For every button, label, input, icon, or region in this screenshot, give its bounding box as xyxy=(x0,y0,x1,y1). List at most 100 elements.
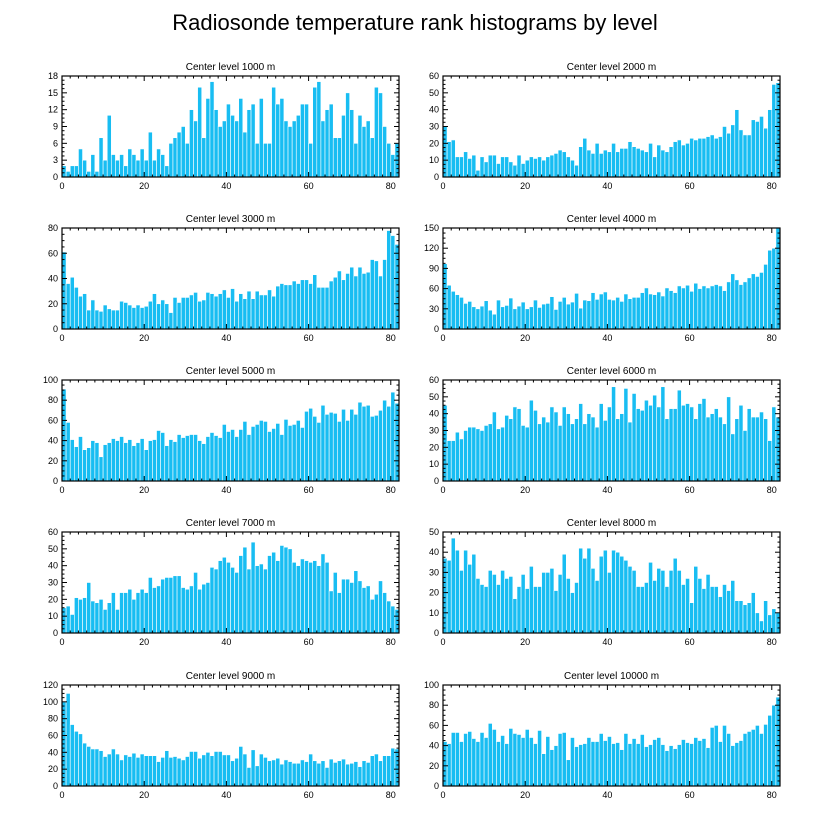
bar xyxy=(242,298,248,330)
bar xyxy=(345,763,350,787)
bar xyxy=(755,612,760,634)
bar xyxy=(586,737,592,787)
bar xyxy=(205,752,211,787)
x-tick-label: 40 xyxy=(221,181,231,191)
bar xyxy=(295,114,301,178)
y-tick-label: 40 xyxy=(48,561,58,571)
bar xyxy=(500,735,505,787)
bar xyxy=(693,737,699,787)
bar xyxy=(254,765,260,787)
bar xyxy=(504,415,510,482)
bar xyxy=(726,132,731,178)
bar xyxy=(258,563,264,634)
x-tick-label: 40 xyxy=(221,485,231,495)
bars xyxy=(61,388,400,482)
bar xyxy=(349,266,355,330)
bar xyxy=(308,143,313,178)
bar xyxy=(189,585,194,634)
y-tick-label: 0 xyxy=(434,628,439,638)
bar xyxy=(246,290,252,330)
bar xyxy=(574,164,579,178)
bar xyxy=(332,413,338,482)
bar xyxy=(746,731,752,787)
y-axis: 0 3 6 9 12 15 18 xyxy=(48,71,399,182)
bar xyxy=(332,137,338,178)
bar xyxy=(69,165,75,178)
bar xyxy=(184,297,190,330)
bar xyxy=(230,429,235,482)
bar xyxy=(341,408,346,482)
bar xyxy=(602,740,608,787)
bar xyxy=(607,736,612,787)
bar xyxy=(611,549,616,634)
panel-title: Center level 8000 m xyxy=(567,518,657,529)
bar xyxy=(106,308,112,330)
bar xyxy=(176,434,182,482)
bar xyxy=(361,405,367,482)
y-tick-label: 80 xyxy=(429,700,439,710)
bar xyxy=(189,434,194,482)
bar xyxy=(644,151,649,178)
y-tick-label: 30 xyxy=(429,426,439,436)
bar xyxy=(565,156,571,178)
bar xyxy=(553,411,559,482)
bar xyxy=(90,440,96,482)
bar xyxy=(139,307,145,330)
bar xyxy=(598,153,604,178)
bar xyxy=(631,570,637,634)
x-tick-label: 60 xyxy=(304,181,314,191)
bar xyxy=(520,574,526,634)
bar xyxy=(332,762,338,787)
bar xyxy=(619,555,625,634)
bar xyxy=(746,408,752,482)
y-tick-label: 30 xyxy=(429,122,439,132)
bar xyxy=(197,588,203,634)
bar xyxy=(365,585,371,634)
bar xyxy=(771,84,777,178)
bar xyxy=(328,280,334,330)
bar xyxy=(328,412,334,482)
bar xyxy=(156,761,161,787)
bar xyxy=(656,737,662,787)
bar xyxy=(90,600,96,634)
y-tick-label: 30 xyxy=(48,578,58,588)
bar xyxy=(201,299,207,330)
bar xyxy=(619,413,625,482)
bar xyxy=(660,744,666,787)
bar xyxy=(246,767,252,787)
bar xyxy=(382,126,387,178)
bar xyxy=(722,126,727,178)
bar xyxy=(508,161,514,178)
bar xyxy=(553,309,559,330)
bar xyxy=(512,164,518,178)
bar xyxy=(201,754,207,787)
bar xyxy=(763,264,768,330)
bar xyxy=(767,440,773,482)
bar xyxy=(450,440,456,482)
y-axis: 0 10 20 30 40 50 60 xyxy=(429,375,780,486)
x-axis: 0 20 40 60 80 xyxy=(440,76,781,191)
bar xyxy=(337,592,342,634)
panel-2: Center level 2000 m 0 20 40 60 80 0 10 20 30 40 50 6… xyxy=(429,62,781,191)
bar xyxy=(648,404,653,482)
bar xyxy=(217,437,223,482)
bar xyxy=(697,403,703,482)
bar xyxy=(627,566,633,634)
bar xyxy=(672,141,678,178)
y-tick-label: 40 xyxy=(429,547,439,557)
bar xyxy=(582,423,588,482)
bar xyxy=(337,270,342,330)
bar xyxy=(139,588,145,634)
x-tick-label: 80 xyxy=(767,637,777,647)
bar xyxy=(537,586,542,634)
bar xyxy=(496,741,501,787)
bar xyxy=(378,760,383,787)
bar xyxy=(644,746,649,787)
bars xyxy=(442,227,781,330)
x-tick-label: 80 xyxy=(386,637,396,647)
bar xyxy=(127,304,133,330)
bar xyxy=(471,553,477,634)
bar xyxy=(594,143,600,178)
x-axis: 0 20 40 60 80 xyxy=(440,685,781,800)
bar xyxy=(664,287,670,330)
